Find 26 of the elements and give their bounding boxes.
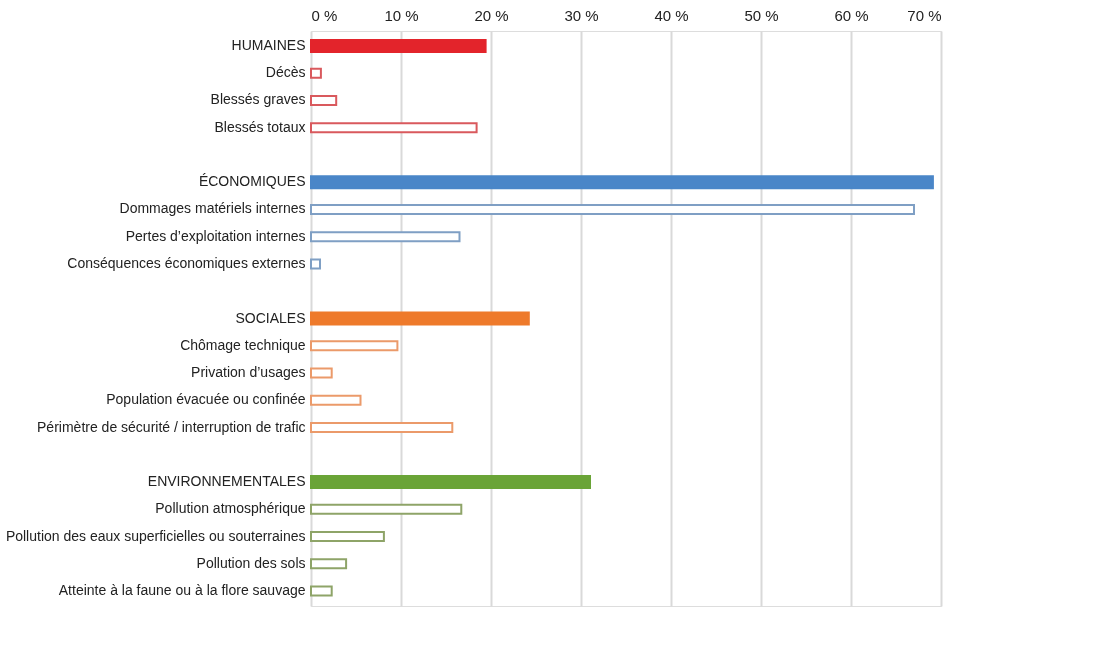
y-tick-label: Chômage technique [180,336,306,353]
y-tick-label: Blessés totaux [214,118,306,135]
y-tick-label: Dommages matériels internes [119,200,306,217]
x-tick-label: 20 % [474,6,509,24]
x-tick-label: 10 % [384,6,419,24]
y-tick-label: Conséquences économiques externes [67,255,306,271]
x-tick-label: 60 % [834,6,869,24]
x-tick-label: 30 % [564,6,599,24]
y-tick-label: SOCIALES [235,309,306,326]
y-tick-label: ENVIRONNEMENTALES [147,473,306,490]
y-tick-label: Blessés graves [210,91,306,108]
y-tick-label: Décès [265,64,306,81]
y-tick-label: Atteinte à la faune ou à la flore sauvage [58,582,306,599]
y-tick-label: Pertes d’exploitation internes [125,227,306,244]
x-tick-label: 0 % [311,6,338,24]
y-tick-label: Pollution des eaux superficielles ou souterraines [5,527,306,544]
x-tick-label: 50 % [744,6,779,24]
y-tick-label: Périmètre de sécurité / interruption de trafic [37,418,306,435]
x-tick-label: 70 % [907,6,942,24]
y-tick-label: Pollution des sols [196,554,306,571]
y-tick-label: Pollution atmosphérique [155,500,306,517]
y-tick-label: HUMAINES [231,36,306,53]
x-tick-label: 40 % [654,6,689,24]
y-tick-label: ÉCONOMIQUES [198,173,306,190]
y-tick-label: Population évacuée ou confinée [106,391,306,408]
y-tick-label: Privation d’usages [191,364,306,380]
